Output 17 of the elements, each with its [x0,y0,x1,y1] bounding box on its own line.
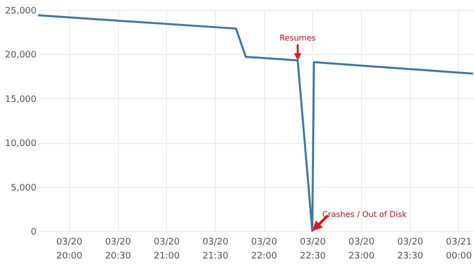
x-tick-label: 03/20 22:30 [300,238,326,262]
y-tick-label: 15,000 [5,94,37,105]
y-tick-label: 0 [30,228,37,238]
x-tick-label: 03/20 23:30 [397,238,424,262]
x-tick-label: 03/20 20:30 [105,238,132,262]
annotation: Crashes / Out of Disk [322,210,408,219]
x-tick-label: 03/20 23:00 [348,238,375,262]
x-tick-label: 03/20 20:00 [56,238,83,262]
y-tick-label: 25,000 [5,6,37,16]
x-tick-label: 03/20 21:30 [202,238,229,262]
x-tick-label: 03/20 22:00 [251,238,278,262]
y-tick-label: 20,000 [5,50,37,61]
x-tick-label: 03/21 00:00 [446,238,472,262]
annotation: Resumes [280,33,316,42]
y-tick-label: 10,000 [5,139,37,150]
x-tick-label: 03/20 21:00 [154,238,180,262]
y-tick-label: 5,000 [10,183,37,194]
